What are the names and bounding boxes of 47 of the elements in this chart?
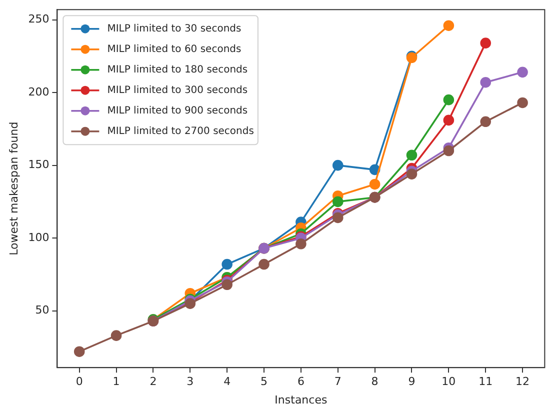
point [480,38,492,48]
point [332,160,344,171]
y-tick-label: 100 [28,230,50,244]
x-tick-label: 10 [442,375,456,388]
point [443,20,454,32]
x-tick-label: 4 [224,375,231,388]
x-tick-label: 8 [371,375,378,388]
y-axis-title: Lowest makespan found [7,122,20,256]
point [369,178,380,190]
x-axis-title: Instances [274,393,328,406]
x-tick-label: 7 [334,375,342,388]
point [110,330,122,341]
legend-label: MILP limited to 2700 seconds [107,126,254,137]
point [406,168,418,180]
legend-label: MILP limited to 60 seconds [107,44,242,55]
x-tick-label: 6 [297,375,304,388]
point [296,238,306,250]
point [258,258,270,270]
x-tick-label: 5 [260,375,268,388]
x-tick-label: 11 [478,375,493,388]
x-tick-label: 3 [186,375,194,388]
legend-label: MILP limited to 180 seconds [107,64,248,76]
point [443,94,454,106]
x-tick-label: 12 [516,375,530,388]
x-tick-label: 2 [150,375,157,388]
point [332,212,344,224]
legend-label: MILP limited to 30 seconds [107,23,242,34]
point [332,196,344,208]
point [222,279,232,290]
point [74,346,85,357]
point [222,258,232,270]
point [517,66,528,78]
x-tick-label: 1 [112,375,120,388]
y-tick-label: 150 [28,158,50,172]
point [480,116,492,128]
legend-label: MILP limited to 300 seconds [107,84,248,96]
y-tick-label: 50 [35,304,50,317]
point [443,145,454,156]
point [443,114,454,126]
point [517,97,528,108]
legend-label: MILP limited to 900 seconds [107,105,248,116]
point [480,76,492,88]
y-tick-label: 250 [28,12,50,26]
point [406,150,418,161]
y-tick-label: 200 [28,85,50,98]
x-tick-label: 0 [76,375,83,388]
x-tick-label: 9 [408,375,416,388]
